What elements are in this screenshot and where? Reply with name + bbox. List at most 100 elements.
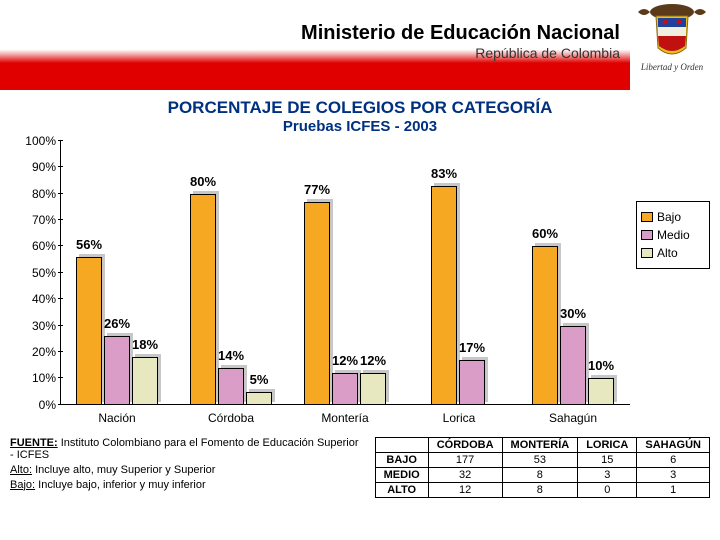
footer: FUENTE: Instituto Colombiano para el Fom… (0, 431, 720, 498)
bar-value-label: 80% (190, 174, 216, 189)
table-row-header: BAJO (375, 452, 428, 467)
x-tick-label: Nación (60, 407, 174, 431)
table-cell: 0 (578, 482, 637, 497)
x-tick-label: Córdoba (174, 407, 288, 431)
y-tick-label: 100% (25, 134, 56, 148)
y-tick-label: 0% (39, 398, 56, 412)
table-cell: 177 (428, 452, 502, 467)
y-tick-label: 60% (32, 239, 56, 253)
y-tick-label: 70% (32, 213, 56, 227)
bar: 83% (431, 186, 457, 405)
bar-value-label: 56% (76, 237, 102, 252)
bar-wrap: 14% (218, 141, 244, 405)
bar-wrap: 26% (104, 141, 130, 405)
legend-label: Medio (657, 228, 690, 242)
bar-value-label: 26% (104, 316, 130, 331)
bar-wrap: 18% (132, 141, 158, 405)
bar-wrap: 12% (332, 141, 358, 405)
legend-item: Bajo (641, 210, 705, 224)
y-tick-label: 10% (32, 371, 56, 385)
bar-face (246, 392, 272, 405)
bar-wrap: 77% (304, 141, 330, 405)
bar-face (132, 357, 158, 405)
bar-value-label: 83% (431, 166, 457, 181)
bar-value-label: 12% (360, 353, 386, 368)
legend: Bajo Medio Alto (636, 201, 710, 269)
source-label: FUENTE: (10, 437, 58, 449)
bar: 14% (218, 368, 244, 405)
x-axis: NaciónCórdobaMonteríaLoricaSahagún (60, 407, 630, 431)
bar-group: 80%14%5% (174, 141, 288, 405)
table-cell: 3 (578, 467, 637, 482)
bar-face (431, 186, 457, 405)
legend-swatch (641, 248, 653, 258)
source-line: FUENTE: Instituto Colombiano para el Fom… (10, 437, 363, 461)
bar-wrap: 83% (431, 141, 457, 405)
note-bajo-text: Incluye bajo, inferior y muy inferior (38, 479, 206, 491)
table-header-cell: LORICA (578, 437, 637, 452)
chart-title-line2: Pruebas ICFES - 2003 (10, 118, 710, 135)
bar-wrap: 10% (588, 141, 614, 405)
note-alto-text: Incluye alto, muy Superior y Superior (35, 464, 215, 476)
chart-area: PORCENTAJE DE COLEGIOS POR CATEGORÍA Pru… (0, 90, 720, 431)
legend-swatch (641, 230, 653, 240)
note-alto: Alto: Incluye alto, muy Superior y Super… (10, 464, 363, 476)
table-header-cell (375, 437, 428, 452)
republic-subtitle: República de Colombia (301, 45, 620, 61)
table-header-row: CÓRDOBAMONTERÍALORICASAHAGÚN (375, 437, 709, 452)
note-alto-label: Alto: (10, 464, 32, 476)
y-tick-label: 40% (32, 292, 56, 306)
table-cell: 6 (637, 452, 710, 467)
bar-groups: 56%26%18%80%14%5%77%12%12%83%17%0%60%30%… (60, 141, 630, 405)
table-header-cell: SAHAGÚN (637, 437, 710, 452)
bar-value-label: 5% (250, 372, 269, 387)
table-cell: 8 (502, 482, 578, 497)
ministry-title: Ministerio de Educación Nacional (301, 22, 620, 45)
table-cell: 8 (502, 467, 578, 482)
bar: 30% (560, 326, 586, 405)
bar: 17% (459, 360, 485, 405)
note-bajo: Bajo: Incluye bajo, inferior y muy infer… (10, 479, 363, 491)
table-cell: 32 (428, 467, 502, 482)
bar-value-label: 10% (588, 358, 614, 373)
bar-value-label: 30% (560, 306, 586, 321)
legend-label: Alto (657, 246, 678, 260)
bar-face (332, 373, 358, 405)
x-tick-label: Sahagún (516, 407, 630, 431)
bar-wrap: 12% (360, 141, 386, 405)
bar-value-label: 18% (132, 337, 158, 352)
legend-item: Medio (641, 228, 705, 242)
chart-title: PORCENTAJE DE COLEGIOS POR CATEGORÍA Pru… (10, 98, 710, 135)
coat-of-arms: Libertad y Orden (632, 2, 712, 72)
bar-wrap: 56% (76, 141, 102, 405)
bar: 18% (132, 357, 158, 405)
source-text: Instituto Colombiano para el Fomento de … (10, 437, 359, 461)
bar-wrap: 60% (532, 141, 558, 405)
table-header-cell: CÓRDOBA (428, 437, 502, 452)
data-table: CÓRDOBAMONTERÍALORICASAHAGÚNBAJO17753156… (375, 437, 710, 498)
bar: 56% (76, 257, 102, 405)
table-cell: 1 (637, 482, 710, 497)
plot-area: 56%26%18%80%14%5%77%12%12%83%17%0%60%30%… (60, 141, 630, 405)
bar-wrap: 80% (190, 141, 216, 405)
bar: 5% (246, 392, 272, 405)
x-tick-label: Lorica (402, 407, 516, 431)
coat-of-arms-icon (636, 2, 708, 64)
bar-face (104, 336, 130, 405)
legend-item: Alto (641, 246, 705, 260)
bar-face (304, 202, 330, 405)
table-row: MEDIO32833 (375, 467, 709, 482)
bar-wrap: 30% (560, 141, 586, 405)
y-tick-label: 30% (32, 319, 56, 333)
bar: 26% (104, 336, 130, 405)
bar-face (360, 373, 386, 405)
y-tick-label: 20% (32, 345, 56, 359)
bar-face (76, 257, 102, 405)
x-tick-label: Montería (288, 407, 402, 431)
source-notes: FUENTE: Instituto Colombiano para el Fom… (10, 437, 363, 498)
bar: 12% (332, 373, 358, 405)
legend-swatch (641, 212, 653, 222)
table-row-header: MEDIO (375, 467, 428, 482)
bar: 80% (190, 194, 216, 405)
table-row: ALTO12801 (375, 482, 709, 497)
